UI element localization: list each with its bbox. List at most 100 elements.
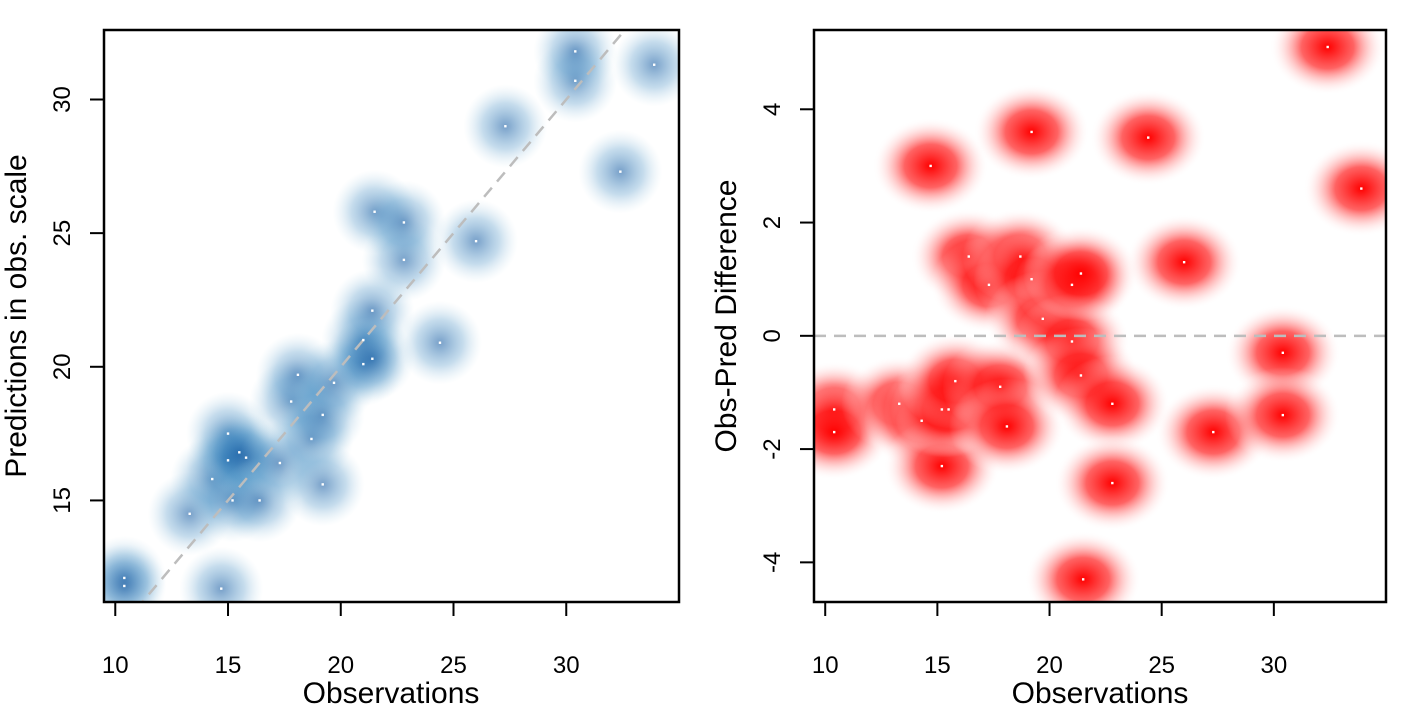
- data-point: [1070, 340, 1074, 343]
- data-point: [940, 408, 944, 411]
- y-tick-label: 30: [49, 86, 76, 113]
- data-point: [310, 437, 313, 441]
- data-point: [998, 385, 1002, 388]
- data-point: [258, 499, 261, 502]
- x-tick-label: 15: [924, 652, 951, 679]
- data-point: [226, 432, 230, 435]
- right-plot-frame: [812, 28, 1388, 604]
- data-point: [226, 459, 230, 462]
- data-point: [438, 341, 442, 344]
- x-tick-label: 15: [215, 652, 242, 679]
- data-point: [1005, 425, 1009, 428]
- x-tick-label: 30: [1260, 652, 1287, 679]
- y-tick-label: 4: [759, 103, 786, 116]
- x-tick-label: 25: [1148, 652, 1175, 679]
- data-point: [619, 170, 622, 173]
- data-point: [987, 283, 991, 287]
- data-point: [1212, 430, 1215, 434]
- data-point: [832, 408, 836, 411]
- data-point: [929, 164, 932, 168]
- right-x-axis-label: Observations: [1012, 677, 1189, 708]
- data-point: [1030, 130, 1033, 134]
- right-density-layer: [814, 30, 1386, 602]
- right-x-axis: 10 15 20 25 30: [812, 602, 1287, 679]
- data-point: [474, 239, 478, 243]
- data-point: [332, 381, 336, 385]
- left-y-axis: 15 20 25 30: [49, 86, 104, 514]
- data-point: [123, 584, 126, 588]
- data-point: [1030, 277, 1033, 281]
- data-point: [278, 461, 282, 465]
- data-point: [1281, 351, 1285, 355]
- density-blob: [533, 30, 618, 94]
- data-point: [574, 79, 577, 82]
- density-blob: [612, 30, 679, 107]
- data-point: [123, 576, 126, 580]
- data-point: [1111, 402, 1114, 405]
- left-panel: 10 15 20 25 30 15 20 25 30 Observations Predict…: [0, 28, 681, 710]
- data-point: [1326, 45, 1329, 49]
- left-x-axis-label: Observations: [303, 677, 480, 708]
- data-point: [296, 373, 300, 377]
- data-point: [1070, 283, 1074, 287]
- data-point: [898, 402, 901, 405]
- y-tick-label: 0: [759, 329, 786, 342]
- density-blob: [1025, 531, 1142, 602]
- data-point: [321, 483, 324, 486]
- data-point: [920, 419, 923, 422]
- data-point: [947, 408, 950, 411]
- data-point: [373, 210, 376, 213]
- density-blob: [1303, 140, 1386, 237]
- left-plot-frame: [102, 28, 681, 604]
- data-point: [289, 400, 293, 403]
- data-point: [402, 258, 406, 262]
- x-tick-label: 10: [102, 652, 129, 679]
- x-tick-label: 30: [553, 652, 580, 679]
- data-point: [652, 63, 656, 66]
- data-point: [574, 50, 577, 53]
- left-x-axis: 10 15 20 25 30: [102, 602, 580, 679]
- data-point: [1182, 260, 1186, 264]
- data-point: [832, 430, 836, 434]
- right-panel: 10 15 20 25 30 -4 -2 0 2 4 Observations Obs-Pred…: [710, 28, 1388, 710]
- identity-reference-line: [140, 30, 627, 602]
- data-point: [1019, 255, 1022, 258]
- y-tick-label: 2: [759, 216, 786, 229]
- data-point: [362, 362, 365, 366]
- data-point: [220, 587, 223, 590]
- y-tick-label: 15: [49, 487, 76, 514]
- right-y-axis-label: Obs-Pred Difference: [710, 180, 743, 453]
- data-point: [954, 379, 957, 383]
- left-density-layer: [104, 30, 679, 602]
- y-tick-label: -2: [759, 438, 786, 459]
- density-blob: [1269, 30, 1386, 95]
- density-blob: [104, 543, 167, 602]
- data-point: [1081, 578, 1085, 581]
- data-point: [188, 512, 191, 515]
- data-point: [1041, 317, 1044, 321]
- data-point: [1079, 272, 1083, 275]
- y-tick-label: -4: [759, 552, 786, 573]
- x-tick-label: 10: [812, 652, 839, 679]
- data-point: [211, 477, 214, 481]
- data-point: [371, 357, 374, 360]
- data-point: [1360, 187, 1363, 190]
- data-point: [371, 309, 374, 312]
- data-point: [238, 451, 241, 454]
- left-y-axis-label: Predictions in obs. scale: [0, 154, 33, 478]
- y-tick-label: 25: [49, 220, 76, 247]
- data-point: [940, 464, 944, 468]
- data-point: [231, 499, 234, 502]
- data-point: [1079, 374, 1083, 377]
- x-tick-label: 20: [1036, 652, 1063, 679]
- left-points-layer: [123, 50, 656, 590]
- x-tick-label: 20: [327, 652, 354, 679]
- data-point: [1147, 136, 1150, 139]
- data-point: [244, 456, 248, 459]
- data-point: [1111, 481, 1114, 485]
- data-point: [1281, 413, 1285, 417]
- data-point: [504, 125, 507, 128]
- data-point: [321, 413, 324, 417]
